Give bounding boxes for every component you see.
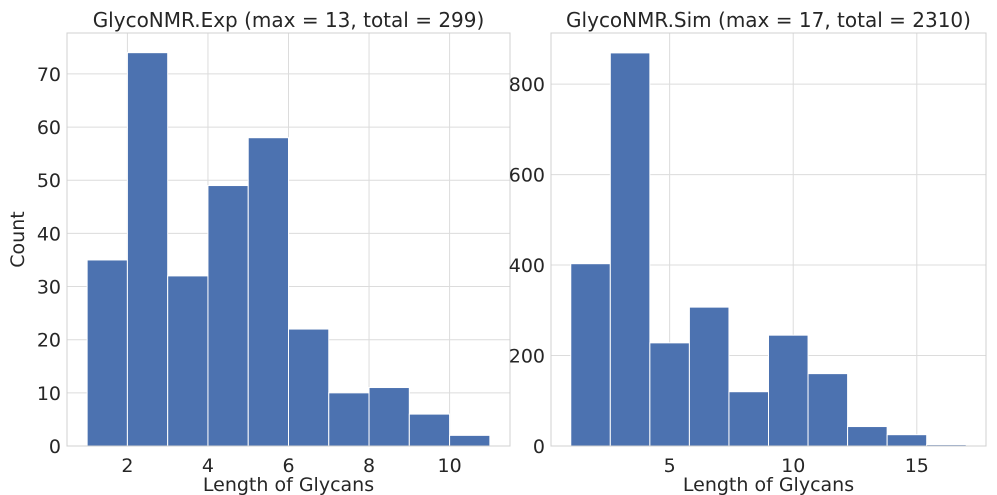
sim-chart-title: GlycoNMR.Sim (max = 17, total = 2310) xyxy=(566,8,971,32)
sim-histogram-bar xyxy=(688,306,730,447)
exp-histogram-bar xyxy=(408,413,451,447)
sim-histogram-bar xyxy=(886,434,928,447)
sim-x-tick-label: 5 xyxy=(664,455,676,477)
sim-y-tick-label: 600 xyxy=(509,165,545,187)
exp-y-tick-label: 50 xyxy=(37,170,61,192)
exp-histogram-bar xyxy=(207,185,249,447)
exp-y-tick-label: 20 xyxy=(37,330,61,352)
exp-y-tick-label: 60 xyxy=(37,117,61,139)
exp-histogram-bar xyxy=(126,52,169,447)
exp-histogram-bar xyxy=(86,259,128,447)
exp-histogram-panel: 2 4 6 8 10 0 10 20 30 40 50 60 70 GlycoNMR.Exp (max … xyxy=(7,8,511,495)
exp-y-axis-label: Count xyxy=(7,211,29,267)
exp-bars xyxy=(86,52,491,447)
sim-plot-frame xyxy=(550,32,987,447)
exp-y-tick-label: 0 xyxy=(49,436,61,458)
sim-histogram-bar xyxy=(728,391,769,447)
sim-x-axis-label: Length of Glycans xyxy=(683,474,854,495)
exp-histogram-bar xyxy=(368,387,410,447)
sim-histogram-bar xyxy=(847,426,888,447)
exp-histogram-bar xyxy=(449,434,491,447)
sim-x-tick-label: 10 xyxy=(781,455,805,477)
exp-x-axis-label: Length of Glycans xyxy=(203,474,374,495)
sim-y-tick-label: 800 xyxy=(509,74,545,96)
sim-histogram-panel: 5 10 15 0 200 400 600 800 GlycoNMR.Sim (max = 1… xyxy=(509,8,987,495)
exp-plot-frame xyxy=(66,32,511,447)
exp-chart-title: GlycoNMR.Exp (max = 13, total = 299) xyxy=(93,8,485,32)
exp-x-tick-label: 4 xyxy=(202,455,214,477)
sim-histogram-bar xyxy=(768,334,809,447)
sim-x-tick-label: 15 xyxy=(905,455,929,477)
sim-y-tick-label: 0 xyxy=(533,436,545,458)
sim-histogram-bar xyxy=(570,263,611,447)
sim-bars xyxy=(570,52,967,447)
exp-y-tick-label: 70 xyxy=(37,64,61,86)
exp-x-tick-label: 6 xyxy=(282,455,294,477)
sim-histogram-bar xyxy=(609,52,651,447)
exp-histogram-bar xyxy=(328,392,370,447)
exp-x-tick-label: 8 xyxy=(363,455,375,477)
exp-histogram-bar xyxy=(247,137,290,447)
exp-x-tick-label: 2 xyxy=(121,455,133,477)
exp-y-tick-label: 30 xyxy=(37,277,61,299)
exp-y-tick-label: 40 xyxy=(37,223,61,245)
exp-tick-labels: 2 4 6 8 10 0 10 20 30 40 50 60 70 xyxy=(37,64,462,477)
sim-y-tick-label: 200 xyxy=(509,346,545,368)
exp-histogram-bar xyxy=(288,328,330,447)
sim-histogram-bar xyxy=(807,373,849,447)
exp-histogram-bar xyxy=(167,275,209,447)
exp-y-tick-label: 10 xyxy=(37,383,61,405)
exp-x-tick-label: 10 xyxy=(437,455,461,477)
sim-histogram-bar xyxy=(649,342,690,447)
sim-tick-labels: 5 10 15 0 200 400 600 800 xyxy=(509,74,929,477)
sim-y-tick-label: 400 xyxy=(509,255,545,277)
